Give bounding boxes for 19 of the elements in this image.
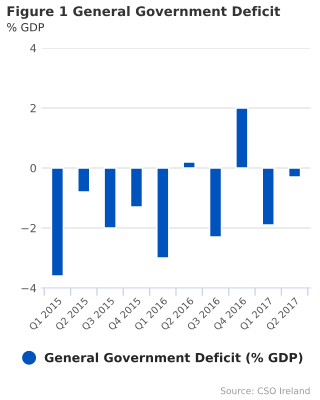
bar	[262, 167, 275, 226]
y-axis-title: % GDP	[7, 23, 44, 32]
bar	[103, 167, 117, 229]
source-note: Source: CSO Ireland	[220, 387, 310, 394]
bar	[156, 167, 170, 259]
bar	[182, 161, 196, 169]
bar	[130, 167, 144, 208]
bar	[235, 107, 249, 169]
bar	[288, 167, 302, 178]
bar	[208, 167, 222, 238]
bar	[77, 167, 90, 193]
y-tick-label: 0	[30, 164, 36, 172]
bar	[50, 167, 64, 277]
y-tick-label: 2	[30, 104, 36, 112]
legend-label: General Government Deficit (% GDP)	[44, 352, 302, 364]
y-tick-label: −4	[22, 284, 36, 292]
y-tick-label: −2	[22, 224, 36, 232]
y-tick-label: 4	[30, 44, 36, 52]
chart-title: Figure 1 General Government Deficit	[8, 6, 280, 19]
